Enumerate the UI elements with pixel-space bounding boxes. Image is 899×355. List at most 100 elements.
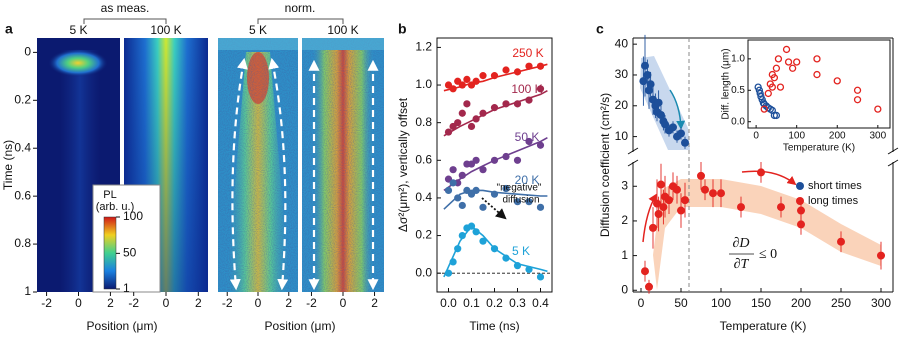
series-label: 20 K [515,173,540,187]
formula: ∂D [732,236,749,251]
inset-x-tick-label: 300 [869,131,886,142]
inset-point [784,58,793,66]
data-point [681,196,689,205]
panel-title: 5 K [249,23,267,37]
inset-x-tick-label: 200 [829,131,846,142]
colorbar-tick-label: 1 [123,281,130,295]
x-tick-label: -2 [306,296,317,310]
data-point [458,109,466,117]
annotation-arrow [481,197,507,220]
data-point [479,203,487,211]
fit-line [443,189,548,210]
data-point [449,258,457,266]
y-tick-label: 30 [615,67,629,81]
y-tick-label: 1 [24,284,31,298]
data-point [502,66,510,74]
formula: ∂T [734,257,750,272]
colorbar [103,216,117,290]
data-point [472,228,480,236]
inset-y-tick-label: 1.0 [731,53,745,64]
data-point [797,220,805,229]
inset-y-label: Diff. length (μm) [721,48,732,119]
data-point [479,72,487,80]
inset-point [770,74,779,82]
data-point [654,210,663,218]
data-point [513,156,522,164]
x-tick-label: 2 [371,296,378,310]
data-point [677,129,685,138]
y-tick-label: 10 [615,129,629,143]
annotation: diffusion [502,195,539,206]
data-point [649,223,657,232]
data-point [444,128,453,136]
data-point [454,245,462,253]
inset-point [833,77,841,85]
data-point [467,222,476,230]
data-point [479,237,487,245]
data-point [681,138,689,147]
data-point [502,184,510,193]
data-point [458,231,466,240]
data-point [490,245,499,253]
data-point [737,203,745,212]
series-label: 5 K [512,244,530,258]
data-point [525,137,533,146]
data-point [536,203,545,211]
data-point [777,203,785,212]
data-point [657,180,665,189]
x-axis-label: Position (μm) [265,319,336,333]
colorbar-title: (arb. u.) [96,201,135,213]
data-point [467,122,476,131]
data-point [513,100,522,108]
data-point [717,189,725,198]
axis-break [887,147,899,155]
inset-point [782,45,791,54]
data-point [444,186,453,194]
panel-c-decor [640,56,881,290]
data-point [458,201,466,210]
data-point [502,152,510,161]
data-point [536,141,545,149]
data-point [472,186,480,194]
x-tick-label: 100 [711,296,731,310]
x-tick-label: 0 [163,296,170,310]
inset-point [788,64,797,72]
data-point [458,171,466,179]
data-point [525,265,533,274]
dashed-arrow [268,57,289,291]
y-tick-label: 0.6 [415,152,432,166]
heatmap-noise [218,38,298,292]
inset-x-tick-label: 100 [788,131,805,142]
data-point [454,194,462,202]
axis-break [887,159,899,167]
inset-point [853,96,862,104]
data-point [472,77,480,85]
axis-break [627,159,639,167]
dashed-arrow [229,57,248,291]
group-label: as meas. [101,1,150,15]
x-tick-label: 150 [751,296,771,310]
panel-label: a [5,21,13,37]
inset-point [793,58,801,66]
series-label: 50 K [515,130,540,144]
heatmap-top [218,38,298,50]
y-tick-label: 0.8 [415,115,432,129]
data-point [458,81,466,89]
data-point [502,100,510,108]
y-axis-label: Time (ns) [1,140,15,190]
x-tick-label: 2 [107,296,114,310]
legend-marker [796,182,804,190]
colorbar-tick-label: 100 [123,209,143,223]
x-axis-label: Temperature (K) [720,319,807,333]
trend-arrow [669,89,686,130]
data-point [654,98,663,107]
data-point [490,156,499,164]
x-tick-label: 0.1 [463,296,480,310]
x-tick-label: 0.4 [532,296,549,310]
legend-label: short times [808,180,862,192]
axis-break [627,147,639,155]
colorbar-title: PL [103,189,116,201]
y-tick-label: 40 [615,36,629,50]
series-label: 250 K [512,46,543,60]
